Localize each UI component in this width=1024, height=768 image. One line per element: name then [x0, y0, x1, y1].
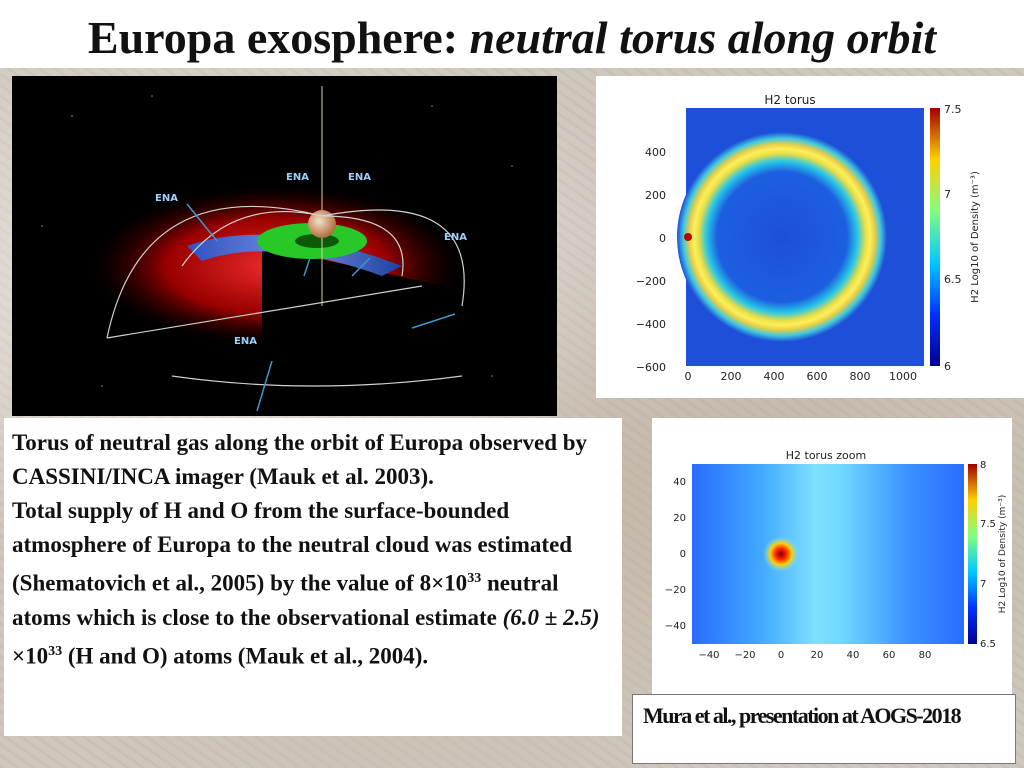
- cbar-tick: 7.5: [944, 103, 962, 116]
- y-ticks: 400 200 0 −200 −400 −600: [636, 146, 666, 374]
- title-main: Europa exosphere:: [87, 12, 459, 63]
- y-tick: −200: [636, 275, 666, 288]
- x-tick: 800: [850, 370, 871, 383]
- y-tick: −600: [636, 361, 666, 374]
- ena-label-3: ENA: [348, 172, 371, 183]
- y-tick: 0: [659, 232, 666, 245]
- h2-torus-zoom-plot: H2 torus zoom −40 −20 0 20 40 60 80 40 2…: [652, 418, 1012, 694]
- cbar-ticks: 8 7.5 7 6.5: [980, 460, 996, 650]
- y-ticks: 40 20 0 −20 −40: [665, 477, 686, 632]
- colorbar: [930, 108, 940, 366]
- torus-diagram-panel: ENA ENA ENA ENA ENA: [12, 76, 557, 416]
- x-tick: 60: [883, 650, 896, 661]
- y-tick: −20: [665, 585, 686, 596]
- y-tick: 0: [680, 549, 686, 560]
- y-tick: 40: [673, 477, 686, 488]
- text-part: ×10: [12, 643, 49, 669]
- description-box: Torus of neutral gas along the orbit of …: [4, 418, 622, 736]
- x-tick: 400: [764, 370, 785, 383]
- cbar-label: H2 Log10 of Density (m⁻³): [970, 171, 981, 303]
- x-tick: 80: [919, 650, 932, 661]
- x-tick: 40: [847, 650, 860, 661]
- description-paragraph-2: Total supply of H and O from the surface…: [4, 494, 622, 673]
- europa-spot: [763, 536, 799, 572]
- ena-arrows: [186, 203, 456, 412]
- title-bar: Europa exosphere: neutral torus along or…: [0, 0, 1024, 68]
- text-part: Total supply of H and O from the surface…: [12, 498, 573, 596]
- jupiter: [308, 210, 336, 238]
- blue-band: [187, 234, 402, 276]
- slide-title: Europa exosphere: neutral torus along or…: [0, 10, 1024, 66]
- x-tick: 20: [811, 650, 824, 661]
- x-tick: −40: [698, 650, 719, 661]
- text-part: neutral atoms which is close to the obse…: [12, 570, 559, 630]
- y-tick: 20: [673, 513, 686, 524]
- green-torus-hole: [295, 234, 339, 248]
- cbar-tick: 6.5: [944, 273, 962, 286]
- superscript: 33: [467, 571, 482, 586]
- y-tick: −40: [665, 621, 686, 632]
- plot-title: H2 torus: [764, 93, 815, 107]
- x-tick: 0: [778, 650, 784, 661]
- x-ticks: −40 −20 0 20 40 60 80: [698, 650, 931, 661]
- estimate-value: (6.0 ± 2.5): [502, 604, 600, 630]
- description-paragraph-1: Torus of neutral gas along the orbit of …: [12, 430, 588, 489]
- red-torus-cut: [262, 246, 482, 406]
- x-tick: 600: [807, 370, 828, 383]
- credit-text: Mura et al., presentation at AOGS-2018: [643, 703, 962, 728]
- text-part: (H and O) atoms (Mauk et al., 2004).: [62, 643, 429, 669]
- x-tick: 200: [721, 370, 742, 383]
- plot-title: H2 torus zoom: [786, 449, 866, 462]
- torus-diagram: ENA ENA ENA ENA ENA: [41, 86, 513, 412]
- cbar-tick: 8: [980, 460, 986, 471]
- credit-box: Mura et al., presentation at AOGS-2018: [632, 694, 1016, 764]
- torus-ring: [677, 132, 887, 342]
- cbar-tick: 7.5: [980, 519, 996, 530]
- title-italic: neutral torus along orbit: [469, 12, 937, 63]
- y-tick: −400: [636, 318, 666, 331]
- y-tick: 200: [645, 189, 666, 202]
- x-tick: −20: [734, 650, 755, 661]
- cbar-ticks: 7.5 7 6.5 6: [944, 103, 962, 373]
- y-tick: 400: [645, 146, 666, 159]
- colorbar: [968, 464, 977, 644]
- ena-label-2: ENA: [286, 172, 309, 183]
- cbar-tick: 6.5: [980, 639, 996, 650]
- cbar-label: H2 Log10 of Density (m⁻³): [998, 495, 1008, 614]
- plot-area: [692, 464, 964, 644]
- ena-label-4: ENA: [444, 232, 467, 243]
- ena-label-5: ENA: [234, 336, 257, 347]
- h2-torus-plot: H2 torus 0 200 400 600 800 1000 400 200 …: [596, 76, 1024, 398]
- cbar-tick: 6: [944, 360, 951, 373]
- x-tick: 0: [685, 370, 692, 383]
- superscript: 33: [48, 643, 63, 659]
- cbar-tick: 7: [944, 188, 951, 201]
- europa-spot: [684, 233, 692, 241]
- field-lines: [106, 205, 465, 387]
- x-tick: 1000: [889, 370, 917, 383]
- cbar-tick: 7: [980, 579, 986, 590]
- ena-label-1: ENA: [155, 193, 178, 204]
- x-ticks: 0 200 400 600 800 1000: [685, 370, 918, 383]
